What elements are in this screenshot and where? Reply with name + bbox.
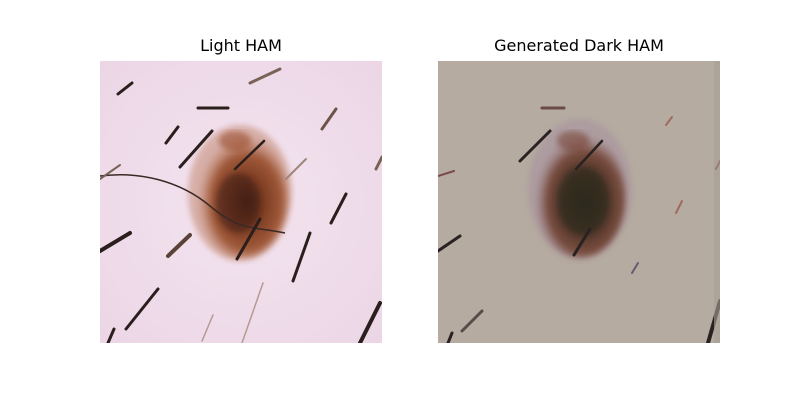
generated-dark-ham-image — [438, 61, 720, 343]
panel-title-light: Light HAM — [200, 36, 282, 55]
panel-title-generated: Generated Dark HAM — [494, 36, 664, 55]
light-ham-image — [100, 61, 382, 343]
